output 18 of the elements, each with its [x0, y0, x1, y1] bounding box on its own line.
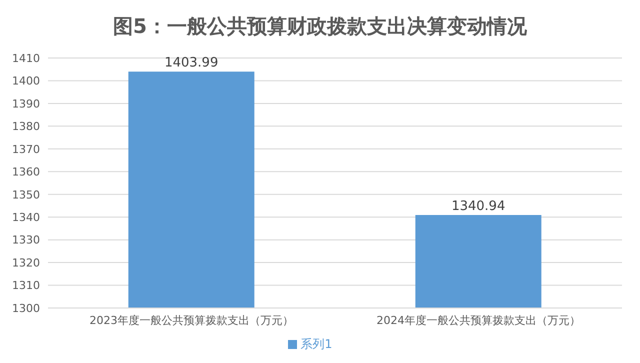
data-label: 1403.99: [164, 56, 218, 71]
y-tick-label: 1390: [12, 97, 40, 110]
x-tick-label: 2023年度一般公共预算拨款支出（万元）: [90, 314, 294, 327]
chart-title: 图5：一般公共预算财政拨款支出决算变动情况: [112, 13, 528, 40]
y-tick-label: 1320: [12, 256, 40, 270]
y-tick-label: 1380: [12, 120, 40, 134]
y-tick-label: 1350: [12, 188, 40, 202]
x-tick-label: 2024年度一般公共预算拨款支出（万元）: [376, 314, 580, 327]
y-tick-label: 1300: [12, 302, 40, 315]
legend-label: 系列1: [300, 337, 332, 351]
y-tick-label: 1340: [12, 210, 40, 224]
y-tick-label: 1410: [12, 52, 40, 65]
y-tick-label: 1310: [12, 279, 40, 292]
y-tick-label: 1400: [12, 74, 40, 88]
y-tick-label: 1330: [12, 234, 40, 247]
data-label: 1340.94: [451, 198, 506, 214]
y-tick-label: 1360: [12, 166, 40, 179]
y-tick-label: 1370: [12, 142, 40, 156]
